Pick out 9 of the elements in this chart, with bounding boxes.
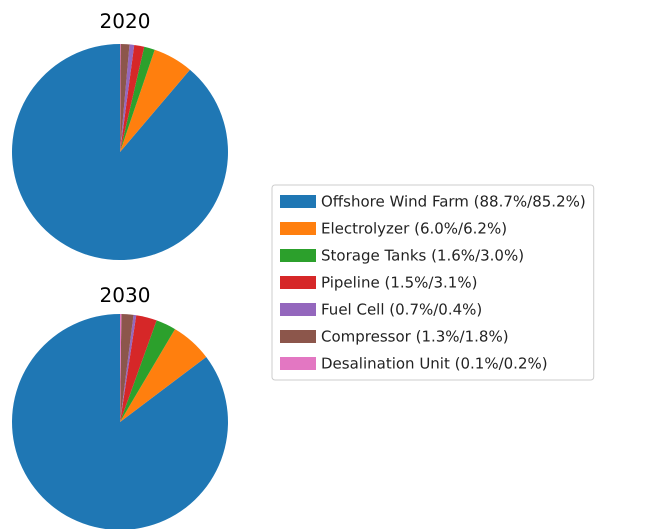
chart-title: 2030 [100,283,150,307]
chart-title: 2020 [100,9,150,33]
legend-label: Fuel Cell (0.7%/0.4%) [321,300,482,318]
legend-label: Desalination Unit (0.1%/0.2%) [321,354,548,372]
legend-label: Compressor (1.3%/1.8%) [321,328,509,346]
legend-label: Electrolyzer (6.0%/6.2%) [321,220,508,238]
legend-label: Pipeline (1.5%/3.1%) [321,274,478,292]
legend-label: Storage Tanks (1.6%/3.0%) [321,246,524,264]
legend-label: Offshore Wind Farm (88.7%/85.2%) [321,192,586,210]
